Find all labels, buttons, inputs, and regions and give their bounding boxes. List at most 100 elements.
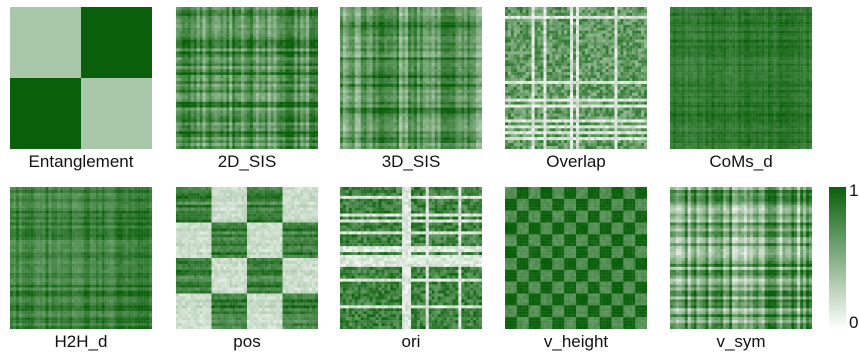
heatmap-cell bbox=[211, 30, 215, 34]
heatmap-cell bbox=[411, 15, 415, 19]
heatmap-cell bbox=[199, 146, 203, 149]
heatmap-cell bbox=[276, 45, 280, 49]
heatmap-cell bbox=[354, 134, 358, 138]
heatmap-cell bbox=[449, 80, 453, 85]
heatmap-cell bbox=[252, 78, 257, 82]
heatmap-cell bbox=[348, 89, 352, 93]
heatmap-cell bbox=[513, 15, 517, 19]
heatmap-cell bbox=[315, 83, 318, 88]
heatmap-cell bbox=[393, 75, 397, 79]
heatmap-cell bbox=[211, 86, 215, 90]
heatmap-cell bbox=[408, 21, 412, 25]
heatmap-cell bbox=[309, 66, 313, 70]
heatmap-cell bbox=[399, 89, 403, 93]
heatmap-cell bbox=[220, 95, 224, 99]
heatmap-cell bbox=[288, 7, 292, 11]
heatmap-cell bbox=[419, 101, 423, 105]
heatmap-cell bbox=[223, 98, 227, 102]
heatmap-cell bbox=[276, 140, 280, 144]
heatmap-cell bbox=[176, 92, 180, 96]
heatmap-cell bbox=[476, 42, 480, 46]
heatmap-cell bbox=[434, 21, 438, 25]
heatmap-cell bbox=[217, 116, 221, 120]
heatmap-cell bbox=[390, 92, 394, 96]
heatmap-cell bbox=[408, 63, 412, 67]
heatmap-cell bbox=[402, 89, 406, 93]
heatmap-cell bbox=[264, 137, 268, 141]
heatmap-cell bbox=[396, 128, 400, 132]
heatmap-cell bbox=[312, 60, 316, 64]
heatmap-cell bbox=[528, 27, 532, 31]
heatmap-cell bbox=[294, 12, 298, 17]
heatmap-cell bbox=[387, 95, 391, 99]
heatmap-cell bbox=[516, 12, 520, 17]
heatmap-cell bbox=[369, 143, 373, 147]
heatmap-cell bbox=[264, 75, 268, 79]
heatmap-cell bbox=[247, 131, 251, 135]
heatmap-cell bbox=[464, 63, 468, 67]
heatmap-cell bbox=[297, 12, 301, 17]
heatmap-cell bbox=[190, 119, 194, 123]
heatmap-cell bbox=[425, 21, 429, 25]
heatmap-cell bbox=[608, 9, 612, 14]
heatmap-cell bbox=[312, 75, 316, 79]
heatmap-cell bbox=[181, 45, 186, 49]
heatmap-cell bbox=[217, 92, 221, 96]
heatmap-cell bbox=[199, 30, 203, 34]
heatmap-cell bbox=[390, 33, 394, 37]
heatmap-cell bbox=[241, 146, 245, 149]
heatmap-cell bbox=[199, 101, 203, 105]
heatmap-cell bbox=[241, 57, 245, 61]
heatmap-cell bbox=[264, 80, 268, 85]
heatmap-cell bbox=[470, 72, 474, 76]
heatmap-cell bbox=[261, 24, 265, 28]
heatmap-cell bbox=[267, 54, 271, 58]
heatmap-cell bbox=[458, 42, 462, 46]
heatmap-cell bbox=[419, 122, 423, 126]
heatmap-cell bbox=[285, 66, 289, 70]
heatmap-cell bbox=[208, 143, 212, 147]
heatmap-cell bbox=[255, 143, 259, 147]
heatmap-cell bbox=[381, 45, 385, 49]
heatmap-cell bbox=[402, 39, 406, 43]
heatmap-cell bbox=[461, 95, 465, 99]
heatmap-cell bbox=[187, 48, 191, 52]
heatmap-cell bbox=[413, 128, 418, 132]
heatmap-cell bbox=[369, 9, 373, 14]
heatmap-cell bbox=[578, 21, 583, 25]
heatmap-cell bbox=[408, 78, 412, 82]
heatmap-cell bbox=[434, 30, 438, 34]
heatmap-cell bbox=[297, 110, 301, 114]
heatmap-cell bbox=[464, 80, 468, 85]
heatmap-cell bbox=[437, 63, 441, 67]
heatmap-cell bbox=[470, 54, 474, 58]
heatmap-cell bbox=[363, 36, 367, 40]
heatmap-cell bbox=[425, 137, 429, 141]
heatmap-cell bbox=[340, 42, 344, 46]
heatmap-cell bbox=[241, 104, 245, 108]
heatmap-cell bbox=[205, 143, 209, 147]
heatmap-cell bbox=[270, 24, 274, 28]
heatmap-cell bbox=[214, 72, 218, 76]
heatmap-cell bbox=[378, 33, 382, 37]
heatmap-cell bbox=[223, 15, 227, 19]
heatmap-cell bbox=[531, 18, 535, 22]
heatmap-cell bbox=[363, 125, 367, 129]
heatmap-cell bbox=[229, 128, 233, 132]
heatmap-cell bbox=[446, 39, 450, 43]
heatmap-cell bbox=[399, 69, 403, 73]
heatmap-cell bbox=[402, 116, 406, 120]
heatmap-cell bbox=[190, 125, 194, 129]
heatmap-cell bbox=[176, 42, 180, 46]
heatmap-cell bbox=[446, 69, 450, 73]
heatmap-cell bbox=[176, 113, 180, 117]
heatmap-cell bbox=[226, 104, 230, 108]
heatmap-cell bbox=[300, 12, 304, 17]
heatmap-cell bbox=[443, 39, 447, 43]
heatmap-cell bbox=[393, 18, 397, 22]
heatmap-cell bbox=[422, 7, 426, 11]
heatmap-cell bbox=[623, 15, 627, 19]
heatmap-cell bbox=[348, 69, 352, 73]
heatmap-cell bbox=[467, 122, 471, 126]
heatmap-cell bbox=[396, 75, 400, 79]
